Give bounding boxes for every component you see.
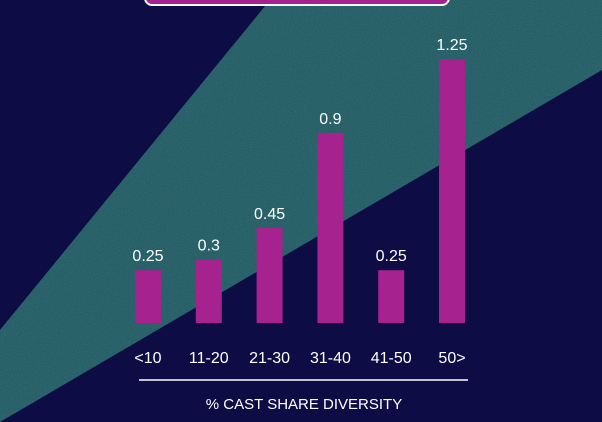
- bar-2: [195, 259, 222, 323]
- bar-6: [439, 59, 465, 323]
- x-tick-label-4: 31-40: [310, 350, 351, 367]
- x-tick-label-5: 41-50: [371, 350, 412, 367]
- x-tick-label-1: <10: [134, 350, 161, 367]
- x-tick-label-3: 21-30: [249, 350, 290, 367]
- chart-marks: 0.25 <10 0.3 11-20 0.45 21-30 0.9 31-40 0.25 41-5…: [132, 37, 467, 367]
- data-label-5: 0.25: [376, 248, 407, 265]
- data-label-3: 0.45: [254, 206, 285, 223]
- bar-1: [135, 270, 161, 323]
- bar-5: [378, 270, 405, 323]
- x-tick-label-2: 11-20: [189, 350, 229, 367]
- data-label-6: 1.25: [436, 37, 467, 54]
- data-label-2: 0.3: [198, 238, 220, 255]
- data-label-4: 0.9: [319, 111, 341, 128]
- bar-3: [256, 228, 283, 323]
- title-banner: [144, 0, 450, 6]
- x-tick-label-6: 50>: [438, 350, 465, 367]
- x-axis-title: % CAST SHARE DIVERSITY: [206, 396, 402, 413]
- data-label-1: 0.25: [132, 248, 163, 265]
- bar-4: [317, 132, 344, 323]
